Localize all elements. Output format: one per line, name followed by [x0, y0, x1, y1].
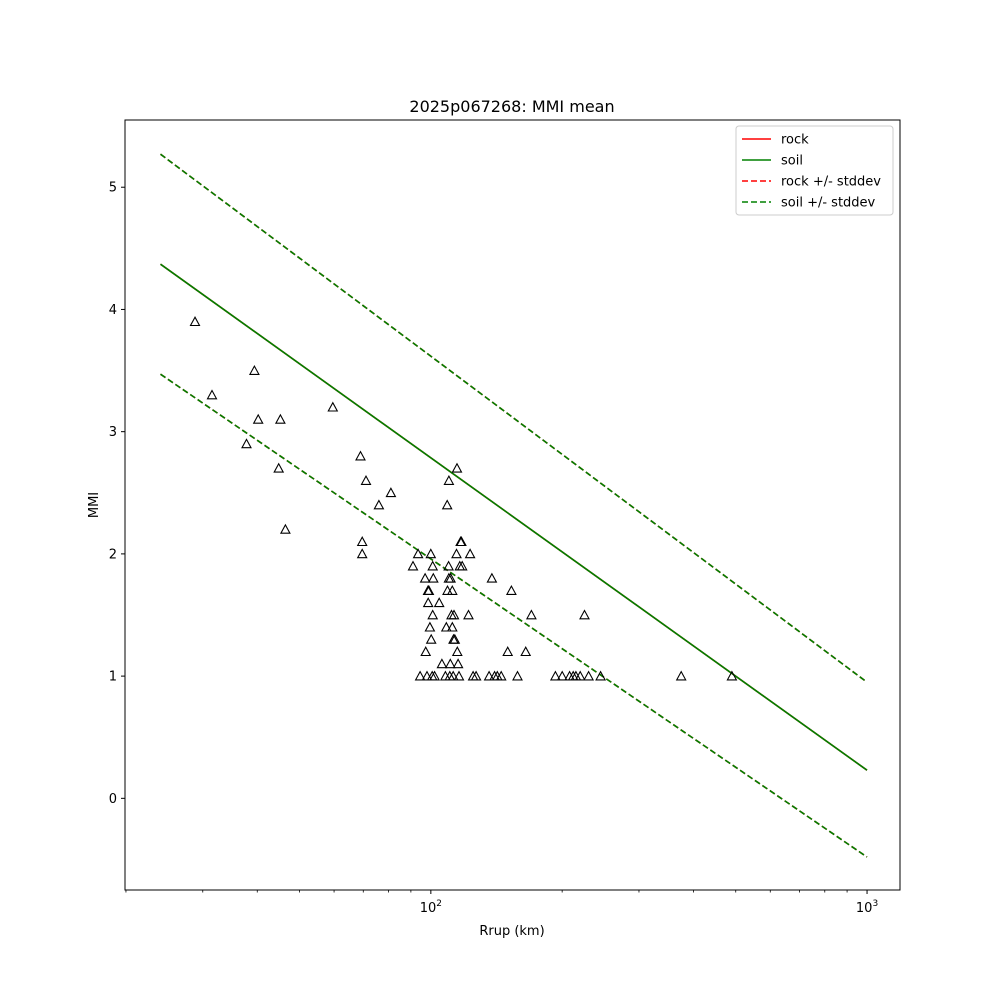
observation-point	[574, 670, 586, 681]
observation-point	[512, 670, 523, 681]
observation-point	[424, 621, 436, 632]
observation-point	[273, 462, 285, 473]
observation-point	[425, 548, 437, 559]
observation-point	[427, 609, 439, 620]
y-tick-label: 2	[109, 547, 117, 562]
observation-point	[356, 536, 368, 547]
y-tick-label: 0	[109, 792, 117, 807]
observation-point	[463, 609, 474, 620]
legend-label-soil-stddev: soil +/- stddev	[781, 196, 876, 211]
observation-point	[452, 658, 464, 669]
observation-point	[444, 658, 456, 669]
observation-point	[327, 401, 339, 412]
observation-point	[675, 670, 687, 681]
observation-point	[274, 413, 286, 424]
observation-point	[373, 499, 385, 510]
series-soil-stddev-upper	[160, 153, 868, 683]
observation-point	[595, 670, 607, 681]
y-tick-label: 3	[109, 425, 117, 440]
observation-point	[425, 633, 437, 644]
observation-point	[726, 670, 738, 681]
observation-point	[453, 670, 465, 681]
observation-point	[206, 389, 218, 400]
y-axis-ticks: 0 1 2 3 4 5	[109, 181, 125, 807]
observation-point	[189, 316, 201, 327]
observation-point	[420, 646, 432, 657]
legend-box	[735, 125, 894, 216]
observation-point	[549, 670, 561, 681]
legend-label-rock-stddev: rock +/- stddev	[781, 175, 881, 190]
observation-point	[443, 474, 455, 485]
observation-point	[427, 560, 439, 571]
observation-point	[525, 609, 537, 620]
series-soil-line	[160, 263, 868, 771]
observation-point	[427, 572, 439, 583]
y-tick-label: 1	[109, 670, 117, 685]
y-tick-label: 5	[109, 181, 117, 196]
observation-point	[443, 560, 455, 571]
observation-point	[241, 438, 252, 449]
plot-frame	[124, 119, 901, 891]
observation-point	[495, 670, 507, 681]
observation-point	[505, 584, 517, 595]
observation-point	[429, 670, 441, 681]
observation-point	[414, 670, 426, 681]
observation-point	[449, 633, 461, 644]
observation-point	[448, 609, 460, 620]
observation-point	[447, 670, 459, 681]
observation-point	[483, 670, 495, 681]
series-soil-stddev-lower	[160, 373, 868, 858]
legend: rock soil rock +/- stddev soil +/- stddev	[735, 125, 894, 216]
observation-point	[412, 548, 424, 559]
x-tick-label: 103	[856, 899, 878, 916]
observation-point	[470, 670, 482, 681]
y-axis-label: MMI	[87, 492, 102, 518]
observation-point	[407, 560, 419, 571]
plot-points	[189, 316, 738, 681]
observation-point	[451, 646, 463, 657]
observation-point	[446, 621, 458, 632]
legend-label-soil: soil	[781, 154, 803, 169]
y-tick-label: 4	[109, 303, 117, 318]
x-axis-label: Rrup (km)	[479, 924, 544, 939]
plot-lines	[160, 153, 868, 858]
observation-point	[355, 450, 366, 461]
observation-point	[579, 609, 590, 620]
x-tick-label: 102	[420, 899, 442, 916]
observation-point	[433, 597, 445, 608]
observation-point	[451, 462, 463, 473]
observation-point	[440, 621, 452, 632]
observation-point	[456, 560, 468, 571]
observation-point	[502, 646, 514, 657]
chart-title: 2025p067268: MMI mean	[409, 97, 614, 116]
observation-point	[436, 658, 448, 669]
observation-point	[385, 487, 397, 498]
observation-point	[248, 364, 260, 375]
observation-point	[520, 646, 532, 657]
legend-label-rock: rock	[781, 133, 809, 148]
observation-point	[356, 548, 368, 559]
observation-point	[441, 499, 453, 510]
observation-point	[419, 572, 431, 583]
x-axis-ticks: 102 103	[125, 890, 878, 916]
observation-point	[360, 474, 372, 485]
observation-point	[486, 572, 498, 583]
observation-point	[423, 584, 435, 595]
observation-point	[455, 536, 467, 547]
observation-point	[422, 597, 434, 608]
observation-point	[451, 548, 462, 559]
observation-point	[556, 670, 568, 681]
observation-point	[464, 548, 476, 559]
observation-point	[279, 523, 291, 534]
observation-point	[445, 572, 457, 583]
observation-point	[252, 413, 264, 424]
observation-point	[583, 670, 595, 681]
observation-point	[446, 584, 458, 595]
observation-point	[421, 670, 433, 681]
